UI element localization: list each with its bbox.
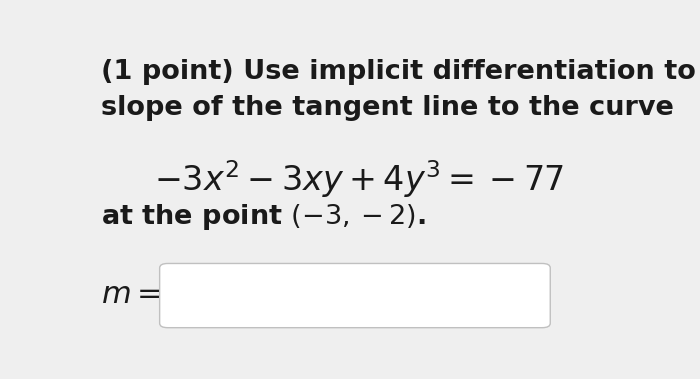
FancyBboxPatch shape <box>160 263 550 328</box>
Text: slope of the tangent line to the curve: slope of the tangent line to the curve <box>101 95 674 121</box>
Text: at the point $(-3, -2)$.: at the point $(-3, -2)$. <box>101 202 426 232</box>
Text: $m =$: $m =$ <box>101 280 161 310</box>
Text: $-3x^2 - 3xy + 4y^3 = -77$: $-3x^2 - 3xy + 4y^3 = -77$ <box>153 158 564 200</box>
Text: (1 point) Use implicit differentiation to find the: (1 point) Use implicit differentiation t… <box>101 59 700 85</box>
